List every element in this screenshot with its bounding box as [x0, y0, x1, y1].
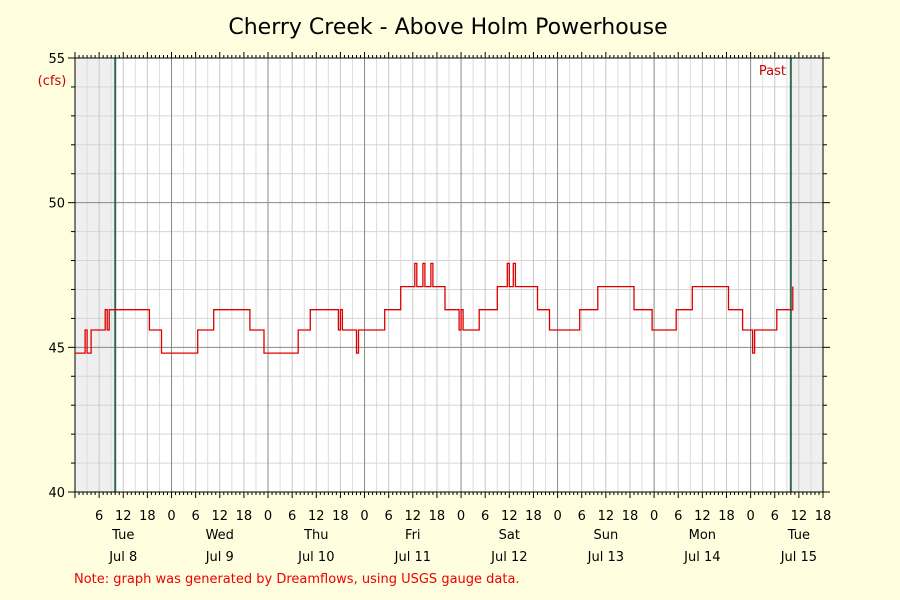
x-date-label: Jul 13: [587, 550, 624, 565]
x-hour-label: 12: [212, 509, 229, 524]
x-hour-label: 18: [525, 509, 542, 524]
x-date-label: Jul 14: [683, 550, 720, 565]
x-hour-label: 18: [622, 509, 639, 524]
y-unit-label: (cfs): [38, 74, 67, 89]
y-tick-label: 40: [48, 486, 65, 501]
x-hour-label: 18: [815, 509, 832, 524]
x-hour-label: 12: [791, 509, 808, 524]
y-tick-label: 50: [48, 197, 65, 212]
x-weekday-label: Mon: [689, 528, 716, 543]
x-weekday-label: Sat: [499, 528, 520, 543]
series-line: [75, 262, 794, 354]
x-hour-label: 12: [308, 509, 325, 524]
x-hour-label: 0: [650, 509, 658, 524]
chart-title: Cherry Creek - Above Holm Powerhouse: [228, 15, 667, 40]
x-hour-label: 12: [694, 509, 711, 524]
y-tick-label: 55: [48, 52, 65, 67]
x-weekday-label: Tue: [111, 528, 134, 543]
x-weekday-label: Wed: [206, 528, 234, 543]
x-weekday-label: Fri: [405, 528, 421, 543]
x-hour-label: 18: [718, 509, 735, 524]
x-hour-label: 6: [578, 509, 586, 524]
x-hour-label: 0: [167, 509, 175, 524]
x-hour-label: 0: [360, 509, 368, 524]
x-date-label: Jul 10: [297, 550, 334, 565]
x-hour-label: 0: [553, 509, 561, 524]
x-hour-label: 0: [264, 509, 272, 524]
x-hour-label: 12: [598, 509, 615, 524]
x-hour-label: 18: [236, 509, 253, 524]
shaded-region-start: [75, 58, 116, 492]
x-hour-label: 0: [746, 509, 754, 524]
x-weekday-label: Tue: [787, 528, 810, 543]
x-hour-label: 6: [771, 509, 779, 524]
x-date-label: Jul 9: [205, 550, 234, 565]
x-hour-label: 0: [457, 509, 465, 524]
x-hour-label: 6: [192, 509, 200, 524]
y-tick-label: 45: [48, 341, 65, 356]
x-date-label: Jul 11: [394, 550, 431, 565]
x-date-label: Jul 12: [490, 550, 527, 565]
x-hour-label: 12: [501, 509, 518, 524]
x-hour-label: 6: [95, 509, 103, 524]
x-weekday-label: Thu: [303, 528, 328, 543]
shaded-region-future: [790, 58, 823, 492]
x-hour-label: 18: [429, 509, 446, 524]
x-hour-label: 6: [288, 509, 296, 524]
x-weekday-label: Sun: [593, 528, 618, 543]
x-date-label: Jul 15: [780, 550, 817, 565]
past-label: Past: [759, 64, 786, 79]
x-hour-label: 12: [115, 509, 132, 524]
x-date-label: Jul 8: [108, 550, 137, 565]
note-text: Note: graph was generated by Dreamflows,…: [74, 572, 520, 587]
x-hour-label: 18: [332, 509, 349, 524]
x-hour-label: 6: [481, 509, 489, 524]
x-hour-label: 12: [405, 509, 422, 524]
x-hour-label: 6: [674, 509, 682, 524]
x-hour-label: 18: [139, 509, 156, 524]
x-hour-label: 6: [385, 509, 393, 524]
